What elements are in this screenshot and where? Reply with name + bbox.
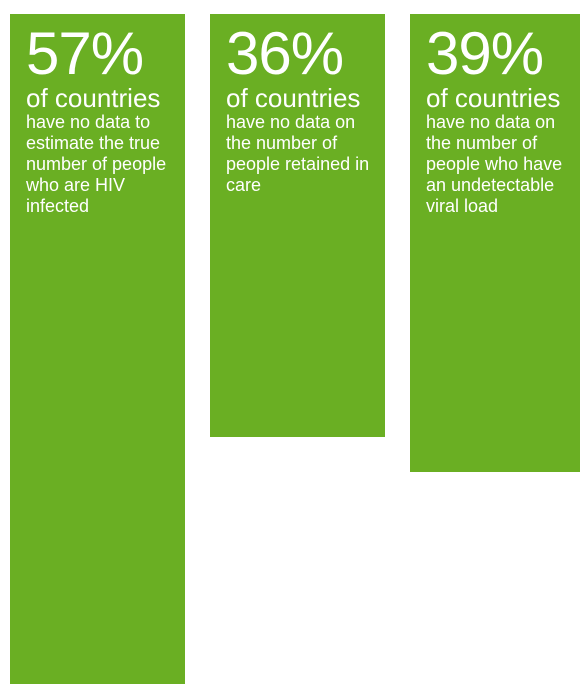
bar-hiv-infected: 57% of countries have no data to estimat… <box>10 14 185 684</box>
bar-description: have no data on the number of people ret… <box>226 112 370 195</box>
bar-description: have no data to estimate the true number… <box>26 112 167 216</box>
bar-subtitle: of countries <box>26 83 161 113</box>
bar-undetectable-viral-load: 39% of countries have no data on the num… <box>410 14 580 472</box>
bar-value-label: 57% <box>26 20 144 87</box>
bar-retained-in-care: 36% of countries have no data on the num… <box>210 14 385 437</box>
bar-value-label: 36% <box>226 20 344 87</box>
bar-subtitle: of countries <box>426 83 561 113</box>
bar-description: have no data on the number of people who… <box>426 112 563 216</box>
bar-subtitle: of countries <box>226 83 361 113</box>
bar-value-label: 39% <box>426 20 544 87</box>
